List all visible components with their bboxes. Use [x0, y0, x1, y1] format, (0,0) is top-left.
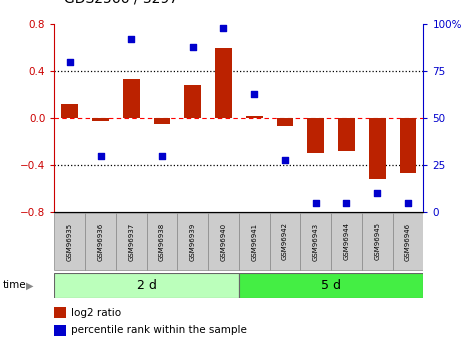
- FancyBboxPatch shape: [54, 273, 239, 298]
- Point: [158, 153, 166, 158]
- Text: GSM96938: GSM96938: [159, 223, 165, 260]
- Bar: [369, 118, 385, 179]
- FancyBboxPatch shape: [362, 213, 393, 270]
- Bar: [338, 118, 355, 151]
- Text: GSM96945: GSM96945: [374, 223, 380, 260]
- Point: [96, 153, 104, 158]
- Text: GSM96946: GSM96946: [405, 223, 411, 260]
- Text: GSM96944: GSM96944: [343, 223, 350, 260]
- Text: GSM96939: GSM96939: [190, 223, 196, 260]
- FancyBboxPatch shape: [239, 213, 270, 270]
- Bar: [154, 118, 170, 124]
- FancyBboxPatch shape: [54, 213, 85, 270]
- Bar: [92, 118, 109, 120]
- Point: [312, 200, 320, 206]
- Text: GSM96936: GSM96936: [97, 223, 104, 260]
- Point: [219, 25, 227, 31]
- Text: GSM96943: GSM96943: [313, 223, 319, 260]
- Bar: [277, 118, 293, 126]
- Bar: [61, 104, 78, 118]
- Bar: [400, 118, 416, 174]
- Text: GSM96941: GSM96941: [251, 223, 257, 260]
- Text: 5 d: 5 d: [321, 279, 341, 292]
- Point: [189, 44, 197, 49]
- Point: [374, 190, 381, 196]
- FancyBboxPatch shape: [116, 213, 147, 270]
- Text: time: time: [2, 280, 26, 290]
- FancyBboxPatch shape: [208, 213, 239, 270]
- FancyBboxPatch shape: [147, 213, 177, 270]
- Bar: [215, 48, 232, 118]
- FancyBboxPatch shape: [331, 213, 362, 270]
- FancyBboxPatch shape: [85, 213, 116, 270]
- FancyBboxPatch shape: [177, 213, 208, 270]
- Point: [251, 91, 258, 97]
- Text: GSM96937: GSM96937: [128, 223, 134, 260]
- Point: [281, 157, 289, 162]
- FancyBboxPatch shape: [270, 213, 300, 270]
- FancyBboxPatch shape: [393, 213, 423, 270]
- Point: [404, 200, 412, 206]
- Text: GSM96940: GSM96940: [220, 223, 227, 260]
- Point: [342, 200, 350, 206]
- FancyBboxPatch shape: [239, 273, 423, 298]
- Text: 2 d: 2 d: [137, 279, 157, 292]
- Bar: [307, 118, 324, 154]
- Bar: [246, 116, 263, 118]
- Text: ▶: ▶: [26, 280, 33, 290]
- Text: GDS2566 / 3297: GDS2566 / 3297: [64, 0, 178, 5]
- Text: log2 ratio: log2 ratio: [71, 307, 121, 317]
- Text: GSM96935: GSM96935: [67, 223, 73, 260]
- Text: percentile rank within the sample: percentile rank within the sample: [71, 325, 247, 335]
- Bar: [123, 79, 140, 118]
- Bar: [184, 85, 201, 118]
- Point: [128, 37, 135, 42]
- Text: GSM96942: GSM96942: [282, 223, 288, 260]
- Point: [66, 59, 74, 65]
- FancyBboxPatch shape: [300, 213, 331, 270]
